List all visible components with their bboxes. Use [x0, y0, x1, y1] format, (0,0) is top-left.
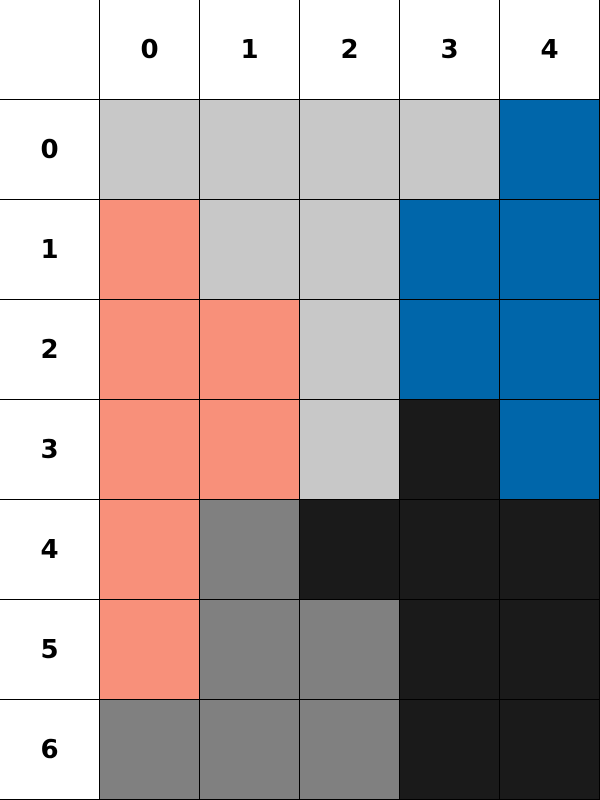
grid-cell-1-4[interactable] [500, 200, 600, 300]
grid-cell-3-1[interactable] [200, 400, 300, 500]
grid-cell-6-4[interactable] [500, 700, 600, 800]
column-header-4: 4 [500, 0, 600, 100]
grid-cell-4-3[interactable] [400, 500, 500, 600]
row-header-1: 1 [0, 200, 100, 300]
row-header-5: 5 [0, 600, 100, 700]
grid-cell-6-3[interactable] [400, 700, 500, 800]
grid-cell-1-1[interactable] [200, 200, 300, 300]
row-header-2: 2 [0, 300, 100, 400]
grid-cell-6-2[interactable] [300, 700, 400, 800]
grid-cell-4-4[interactable] [500, 500, 600, 600]
grid-cell-1-2[interactable] [300, 200, 400, 300]
column-header-1: 1 [200, 0, 300, 100]
grid-cell-5-2[interactable] [300, 600, 400, 700]
grid-cell-1-0[interactable] [100, 200, 200, 300]
grid-cell-3-4[interactable] [500, 400, 600, 500]
corner-cell [0, 0, 100, 100]
grid-cell-5-1[interactable] [200, 600, 300, 700]
row-header-4: 4 [0, 500, 100, 600]
grid-cell-2-1[interactable] [200, 300, 300, 400]
grid-cell-0-4[interactable] [500, 100, 600, 200]
column-header-0: 0 [100, 0, 200, 100]
row-header-0: 0 [0, 100, 100, 200]
grid-cell-2-4[interactable] [500, 300, 600, 400]
grid-cell-4-2[interactable] [300, 500, 400, 600]
grid-cell-0-0[interactable] [100, 100, 200, 200]
grid-cell-0-2[interactable] [300, 100, 400, 200]
grid-cell-2-2[interactable] [300, 300, 400, 400]
row-header-6: 6 [0, 700, 100, 800]
grid-cell-3-0[interactable] [100, 400, 200, 500]
grid-cell-3-3[interactable] [400, 400, 500, 500]
grid-cell-0-3[interactable] [400, 100, 500, 200]
grid-cell-3-2[interactable] [300, 400, 400, 500]
grid-cell-5-4[interactable] [500, 600, 600, 700]
grid-cell-1-3[interactable] [400, 200, 500, 300]
grid-cell-5-0[interactable] [100, 600, 200, 700]
grid-cell-6-1[interactable] [200, 700, 300, 800]
grid-cell-2-3[interactable] [400, 300, 500, 400]
grid-cell-2-0[interactable] [100, 300, 200, 400]
grid-cell-0-1[interactable] [200, 100, 300, 200]
grid-cell-4-0[interactable] [100, 500, 200, 600]
row-header-3: 3 [0, 400, 100, 500]
column-header-2: 2 [300, 0, 400, 100]
grid-cell-4-1[interactable] [200, 500, 300, 600]
grid-cell-5-3[interactable] [400, 600, 500, 700]
grid-cell-6-0[interactable] [100, 700, 200, 800]
column-header-3: 3 [400, 0, 500, 100]
